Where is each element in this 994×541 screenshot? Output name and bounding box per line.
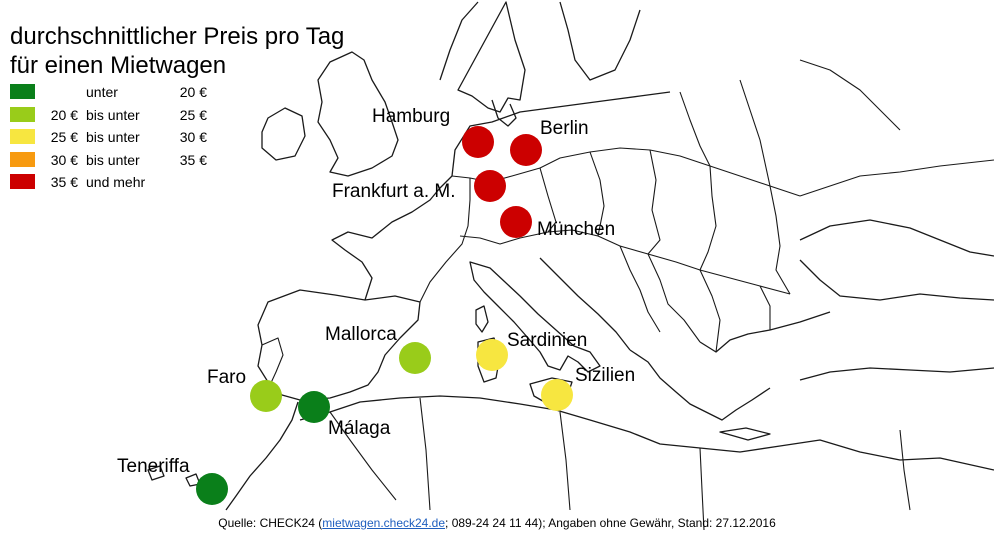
legend-from: 30 € xyxy=(50,151,78,168)
legend-swatch xyxy=(10,151,35,167)
legend-range: unter xyxy=(86,84,118,100)
legend-swatch xyxy=(10,84,35,99)
legend-range: bis unter xyxy=(86,151,140,168)
legend-to: 30 € xyxy=(179,129,207,145)
legend-row: 25 € bis unter 30 € xyxy=(10,129,220,152)
faro-marker xyxy=(250,380,282,412)
legend-swatch xyxy=(10,174,35,189)
price-legend: unter 20 € 20 € bis unter 25 € 25 € bis … xyxy=(10,84,220,197)
title-line-2: für einen Mietwagen xyxy=(10,52,227,79)
legend-range: bis unter xyxy=(86,106,140,123)
source-link[interactable]: mietwagen.check24.de xyxy=(322,516,446,530)
legend-swatch xyxy=(10,129,35,144)
legend-row: 30 € bis unter 35 € xyxy=(10,151,220,175)
malaga-marker xyxy=(298,391,330,423)
city-label-muenchen: München xyxy=(537,219,616,240)
city-label-teneriffa: Teneriffa xyxy=(117,456,190,477)
teneriffa-marker xyxy=(196,473,228,505)
city-label-faro: Faro xyxy=(207,367,247,388)
legend-from: 35 € xyxy=(50,174,78,190)
city-label-sizilien: Sizilien xyxy=(575,365,636,386)
sardinien-marker xyxy=(476,339,508,371)
city-label-mallorca: Mallorca xyxy=(325,324,397,345)
city-label-berlin: Berlin xyxy=(540,118,589,139)
source-suffix: ; 089-24 24 11 44); Angaben ohne Gewähr,… xyxy=(445,516,776,530)
map-title: durchschnittlicher Preis pro Tag für ein… xyxy=(10,22,344,80)
title-line-1: durchschnittlicher Preis pro Tag xyxy=(10,23,345,50)
legend-swatch xyxy=(10,106,35,122)
city-label-sardinien: Sardinien xyxy=(507,330,588,351)
legend-from: 25 € xyxy=(50,129,78,145)
legend-to: 35 € xyxy=(179,151,207,168)
city-label-malaga: Málaga xyxy=(328,418,391,439)
legend-to: 25 € xyxy=(179,106,207,123)
legend-to: 20 € xyxy=(179,84,207,100)
city-label-hamburg: Hamburg xyxy=(372,106,451,127)
mallorca-marker xyxy=(399,342,431,374)
hamburg-marker xyxy=(462,126,494,158)
frankfurt-marker xyxy=(474,170,506,202)
source-note: Quelle: CHECK24 (mietwagen.check24.de; 0… xyxy=(0,516,994,530)
legend-row: unter 20 € xyxy=(10,84,220,107)
source-prefix: Quelle: CHECK24 ( xyxy=(218,516,323,530)
city-label-frankfurt: Frankfurt a. M. xyxy=(332,181,456,202)
city-markers xyxy=(196,126,573,505)
legend-range: bis unter xyxy=(86,129,140,145)
legend-range: und mehr xyxy=(86,174,146,190)
legend-from: 20 € xyxy=(50,106,78,123)
map-outlines xyxy=(147,1,994,531)
berlin-marker xyxy=(510,134,542,166)
muenchen-marker xyxy=(500,206,532,238)
legend-row: 20 € bis unter 25 € xyxy=(10,106,220,130)
sizilien-marker xyxy=(541,379,573,411)
legend-row: 35 € und mehr xyxy=(10,174,220,197)
